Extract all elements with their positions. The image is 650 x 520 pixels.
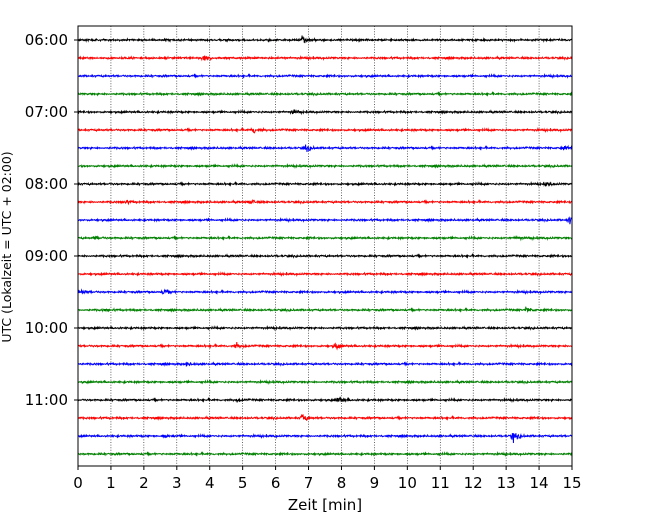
- y-tick-label: 09:00: [25, 247, 68, 265]
- trace-0900: [77, 253, 573, 259]
- trace-0645: [77, 91, 573, 97]
- trace-0600: [77, 35, 573, 44]
- trace-1145: [77, 451, 573, 458]
- x-tick-label: 9: [370, 474, 380, 492]
- trace-0700: [77, 108, 573, 116]
- trace-0630: [77, 73, 573, 80]
- x-tick-label: 2: [139, 474, 149, 492]
- trace-0730: [77, 144, 573, 152]
- trace-0945: [77, 306, 573, 314]
- vertical-grid: [110, 26, 540, 466]
- trace-1130: [77, 433, 573, 443]
- x-tick-label: 15: [562, 474, 581, 492]
- x-tick-label: 4: [205, 474, 215, 492]
- x-tick-label: 5: [238, 474, 248, 492]
- x-tick-label: 1: [106, 474, 116, 492]
- trace-0815: [77, 198, 573, 206]
- trace-0915: [77, 271, 573, 278]
- plot-frame: [77, 25, 573, 467]
- y-tick-label: 06:00: [25, 31, 68, 49]
- y-tick-label: 10:00: [25, 319, 68, 337]
- trace-0615: [77, 55, 573, 62]
- x-tick-label: 14: [530, 474, 549, 492]
- trace-0715: [77, 126, 573, 134]
- y-axis-ticks: 06:00 07:00 08:00 09:00 10:00 11:00: [25, 31, 78, 409]
- trace-0745: [77, 163, 573, 170]
- y-tick-label: 11:00: [25, 391, 68, 409]
- trace-1100: [77, 396, 573, 404]
- trace-0830: [77, 216, 573, 225]
- x-tick-label: 11: [431, 474, 450, 492]
- x-tick-label: 13: [497, 474, 516, 492]
- trace-1030: [77, 361, 573, 367]
- y-tick-label: 07:00: [25, 103, 68, 121]
- trace-0800: [77, 181, 573, 188]
- trace-0845: [77, 235, 573, 242]
- trace-0930: [77, 288, 573, 296]
- y-tick-label: 08:00: [25, 175, 68, 193]
- trace-1000: [77, 325, 573, 332]
- trace-1045: [77, 379, 573, 386]
- x-tick-label: 0: [73, 474, 83, 492]
- trace-1015: [77, 341, 573, 351]
- y-axis-label: UTC (Lokalzeit = UTC + 02:00): [0, 151, 14, 342]
- seismic-traces: [77, 35, 573, 458]
- trace-1115: [77, 413, 573, 421]
- x-axis-label: Zeit [min]: [288, 496, 362, 514]
- x-tick-label: 12: [464, 474, 483, 492]
- x-tick-label: 6: [271, 474, 281, 492]
- x-axis-ticks: 0 1 2 3 4 5 6 7 8 9 10 11 12 13 14 15: [73, 466, 582, 492]
- x-tick-label: 3: [172, 474, 182, 492]
- x-tick-label: 10: [398, 474, 417, 492]
- x-tick-label: 8: [337, 474, 347, 492]
- x-tick-label: 7: [304, 474, 314, 492]
